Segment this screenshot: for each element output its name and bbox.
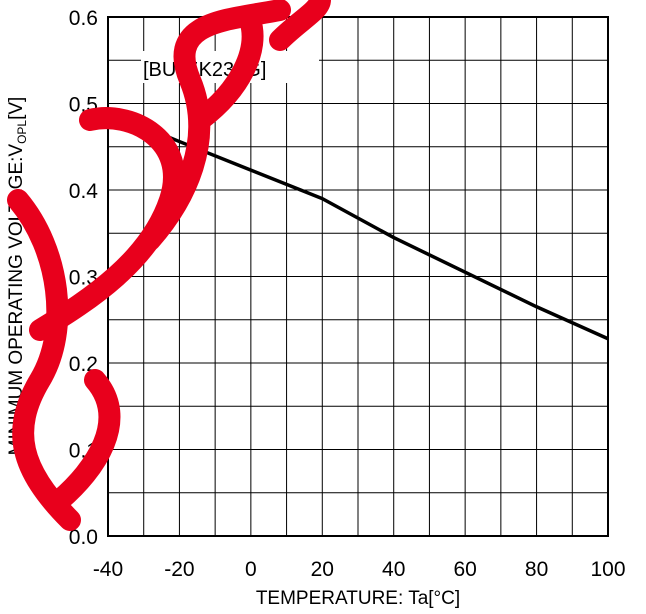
x-axis-title: TEMPERATURE: Ta[°C] xyxy=(256,588,460,609)
y-axis-title-subscript: OPL xyxy=(15,120,29,144)
x-tick-label: -40 xyxy=(93,558,123,581)
x-tick-label: 40 xyxy=(382,558,405,581)
x-tick-labels: -40 -20 0 20 40 60 80 100 xyxy=(93,558,626,581)
x-tick-label: 60 xyxy=(453,558,476,581)
watermark-stroke xyxy=(269,0,331,51)
watermark-stroke xyxy=(139,0,291,251)
y-tick-label: 0.6 xyxy=(69,7,98,30)
x-tick-label: 0 xyxy=(245,558,257,581)
x-tick-label: 20 xyxy=(311,558,334,581)
x-tick-label: -20 xyxy=(164,558,194,581)
x-tick-label: 80 xyxy=(525,558,548,581)
y-tick-label: 0.0 xyxy=(69,526,98,549)
watermark-stroke xyxy=(49,369,121,511)
x-tick-label: 100 xyxy=(590,558,625,581)
watermark-stroke xyxy=(7,189,81,531)
watermark xyxy=(7,0,331,531)
y-tick-label: 0.4 xyxy=(69,180,99,203)
grid-lines xyxy=(108,17,608,536)
watermark-stroke xyxy=(189,9,264,131)
y-axis-title-suffix: [V] xyxy=(6,97,27,120)
